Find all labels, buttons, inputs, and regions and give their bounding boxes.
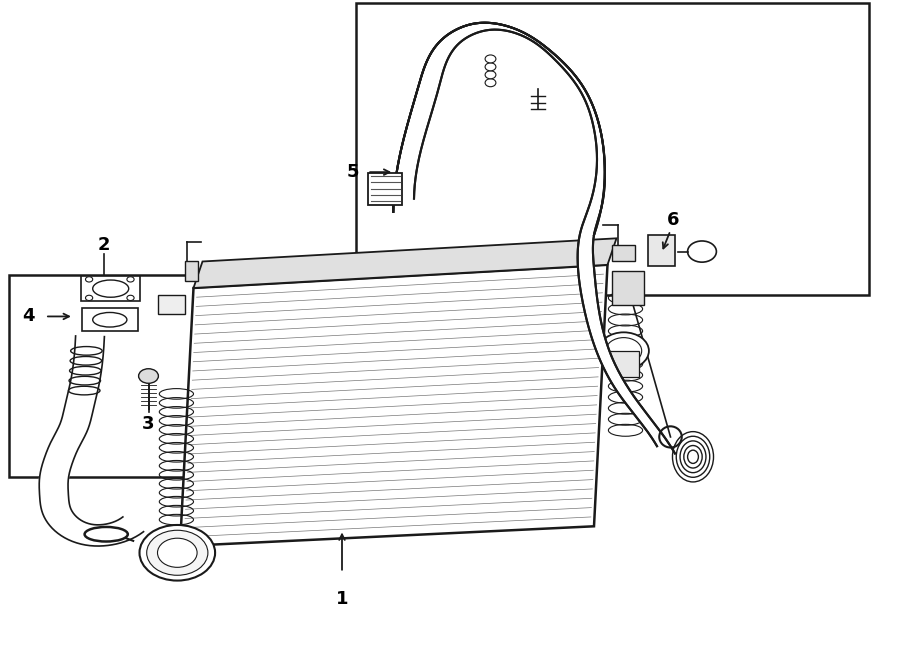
Circle shape: [147, 530, 208, 575]
Circle shape: [158, 538, 197, 567]
Circle shape: [86, 277, 93, 282]
Polygon shape: [82, 308, 138, 331]
Circle shape: [127, 277, 134, 282]
Circle shape: [606, 338, 642, 364]
Text: 1: 1: [336, 590, 348, 608]
Circle shape: [86, 295, 93, 301]
Text: 5: 5: [346, 163, 359, 181]
Polygon shape: [40, 336, 143, 546]
Circle shape: [485, 79, 496, 87]
Polygon shape: [393, 23, 675, 453]
Polygon shape: [9, 275, 202, 477]
Circle shape: [127, 295, 134, 301]
Polygon shape: [393, 23, 605, 235]
Text: 2: 2: [97, 236, 110, 254]
Circle shape: [485, 55, 496, 63]
Circle shape: [140, 525, 215, 581]
Polygon shape: [158, 295, 184, 314]
Polygon shape: [194, 238, 616, 288]
Polygon shape: [368, 173, 402, 205]
Polygon shape: [609, 351, 639, 377]
Polygon shape: [612, 271, 643, 305]
Circle shape: [688, 241, 716, 262]
Polygon shape: [356, 3, 868, 295]
Polygon shape: [184, 261, 198, 281]
Circle shape: [139, 369, 158, 383]
Circle shape: [485, 63, 496, 71]
Polygon shape: [612, 245, 634, 261]
Polygon shape: [180, 265, 608, 546]
Text: 3: 3: [142, 414, 155, 433]
Text: 4: 4: [22, 307, 35, 326]
Text: 6: 6: [667, 211, 680, 229]
Circle shape: [485, 71, 496, 79]
Polygon shape: [648, 235, 675, 266]
Polygon shape: [81, 276, 140, 301]
Circle shape: [598, 332, 649, 369]
